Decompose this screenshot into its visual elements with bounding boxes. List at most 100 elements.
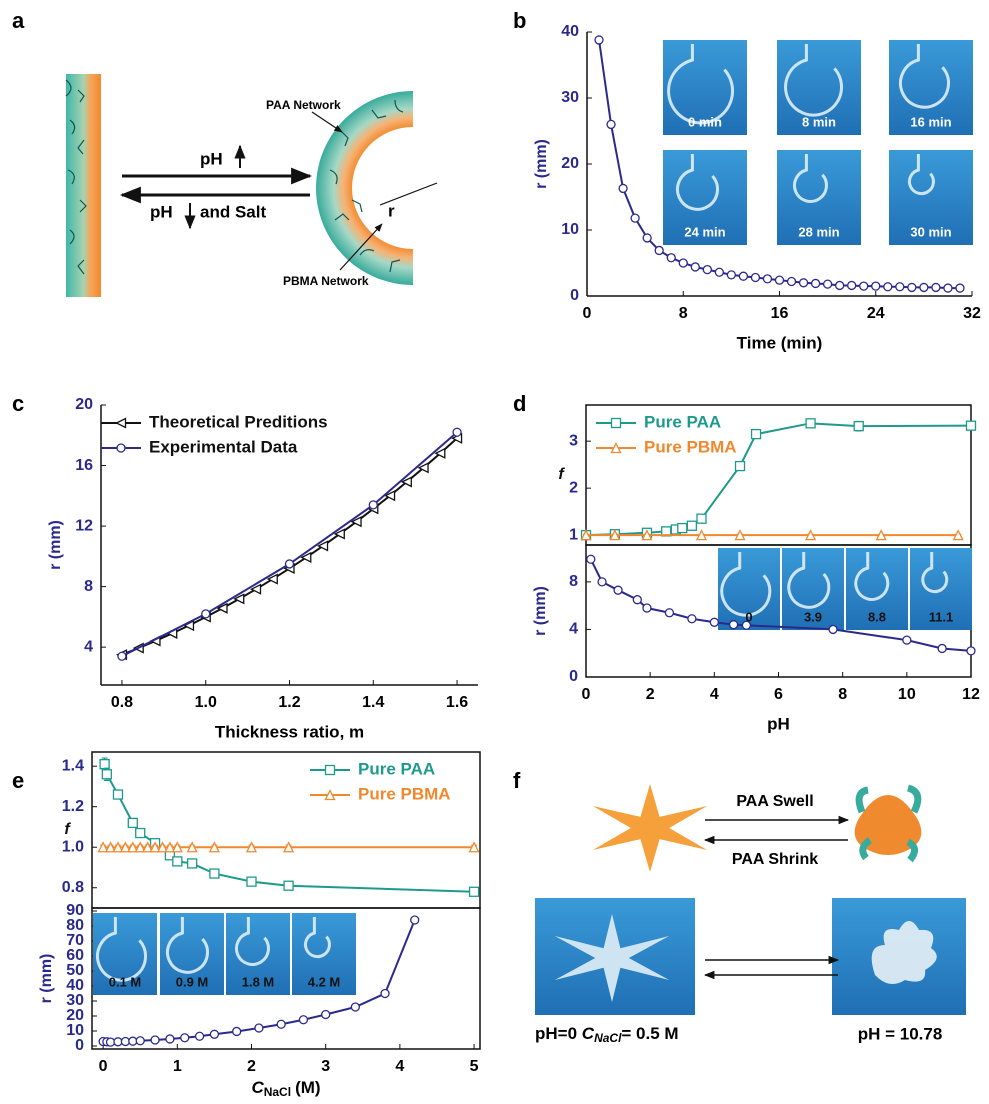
marker xyxy=(247,877,256,886)
y-tick-label: 40 xyxy=(561,23,579,40)
marker xyxy=(739,272,747,280)
y-label: r (mm) xyxy=(47,520,64,570)
figure: a b c d e f pH pH and Salt PAA Network P… xyxy=(0,0,989,1104)
chart: 048024681012r (mm)pH03.98.811.1 xyxy=(532,545,980,733)
marker xyxy=(453,428,461,436)
marker xyxy=(938,644,946,652)
photo-label: 28 min xyxy=(798,224,839,239)
marker xyxy=(854,422,863,431)
marker xyxy=(351,1003,359,1011)
photo-label: 0.9 M xyxy=(176,974,209,989)
marker xyxy=(598,578,606,586)
legend-marker xyxy=(326,766,335,775)
legend-marker xyxy=(117,419,126,428)
marker xyxy=(836,281,844,289)
caption-part: C xyxy=(582,1024,595,1043)
legend-label: Pure PAA xyxy=(644,412,721,431)
marker xyxy=(678,524,687,533)
marker xyxy=(188,859,197,868)
y-label: f xyxy=(64,821,71,838)
legend-label: Pure PBMA xyxy=(644,437,737,456)
marker xyxy=(470,887,479,896)
marker xyxy=(727,271,735,279)
caption: pH=0 CNaCl= 0.5 M xyxy=(535,1024,679,1045)
x-label: Thickness ratio, m xyxy=(215,722,364,741)
marker xyxy=(612,419,621,428)
marker xyxy=(742,621,750,629)
marker xyxy=(812,279,820,287)
panel-label: c xyxy=(12,391,24,416)
panel-label: b xyxy=(513,8,526,33)
y-label: r (mm) xyxy=(38,954,55,1004)
marker xyxy=(736,462,745,471)
marker xyxy=(117,419,126,428)
marker xyxy=(800,279,808,287)
marker xyxy=(920,283,928,291)
y-tick-label: 1.0 xyxy=(62,838,84,855)
y-tick-label: 12 xyxy=(75,517,93,534)
marker xyxy=(697,514,706,523)
marker xyxy=(715,268,723,276)
marker xyxy=(679,259,687,267)
legend-label: Experimental Data xyxy=(149,437,298,456)
y-tick-label: 1 xyxy=(569,526,578,543)
marker xyxy=(381,990,389,998)
marker xyxy=(210,1030,218,1038)
x-tick-label: 1.2 xyxy=(278,694,300,711)
photo-label: 1.8 M xyxy=(242,974,275,989)
marker xyxy=(730,621,738,629)
star-shape xyxy=(593,784,707,872)
y-label: f xyxy=(558,466,565,483)
y-tick-label: 20 xyxy=(75,396,93,413)
chart: 0102030405060708090012345r (mm)CNaCl(M)0… xyxy=(38,902,480,1099)
legend-marker xyxy=(117,444,125,452)
marker xyxy=(411,916,419,924)
x-tick-label: 12 xyxy=(962,686,980,703)
x-label: CNaCl(M) xyxy=(251,1078,320,1099)
caption-part: NaCl xyxy=(594,1031,622,1045)
marker xyxy=(667,254,675,262)
marker xyxy=(956,284,964,292)
marker xyxy=(691,263,699,271)
y-tick-label: 1.4 xyxy=(62,757,84,774)
marker xyxy=(806,419,815,428)
marker xyxy=(703,266,711,274)
marker xyxy=(102,770,111,779)
x-tick-label: 0 xyxy=(583,305,592,322)
diagram-f: PAA Swell PAA Shrink pH=0 CNaCl= 0.5 M p… xyxy=(535,784,966,1045)
y-label: r (mm) xyxy=(532,586,549,636)
photo-label: 24 min xyxy=(684,224,725,239)
condition-text: and Salt xyxy=(200,202,266,221)
panel-label: e xyxy=(12,768,24,793)
photo-label: 11.1 xyxy=(929,609,954,624)
y-tick-label: 4 xyxy=(569,621,578,638)
y-tick-label: 8 xyxy=(84,578,93,595)
x-tick-label: 0 xyxy=(99,1058,108,1075)
marker xyxy=(202,610,210,618)
marker xyxy=(255,1024,263,1032)
marker xyxy=(967,421,976,430)
marker xyxy=(824,280,832,288)
x-label-part: NaCl xyxy=(264,1085,291,1099)
x-tick-label: 8 xyxy=(838,686,847,703)
marker xyxy=(752,430,761,439)
photo-label: 3.9 xyxy=(804,609,822,624)
marker xyxy=(829,625,837,633)
photo-label: 0.1 M xyxy=(109,974,142,989)
marker xyxy=(788,277,796,285)
marker xyxy=(100,760,109,769)
marker xyxy=(896,283,904,291)
y-tick-label: 70 xyxy=(66,932,84,949)
x-tick-label: 16 xyxy=(771,305,789,322)
marker xyxy=(932,283,940,291)
marker xyxy=(944,284,952,292)
marker xyxy=(286,560,294,568)
marker xyxy=(655,246,663,254)
x-tick-label: 4 xyxy=(710,686,719,703)
marker xyxy=(710,618,718,626)
photo-label: 8 min xyxy=(802,114,836,129)
legend-label: Pure PAA xyxy=(358,759,435,778)
